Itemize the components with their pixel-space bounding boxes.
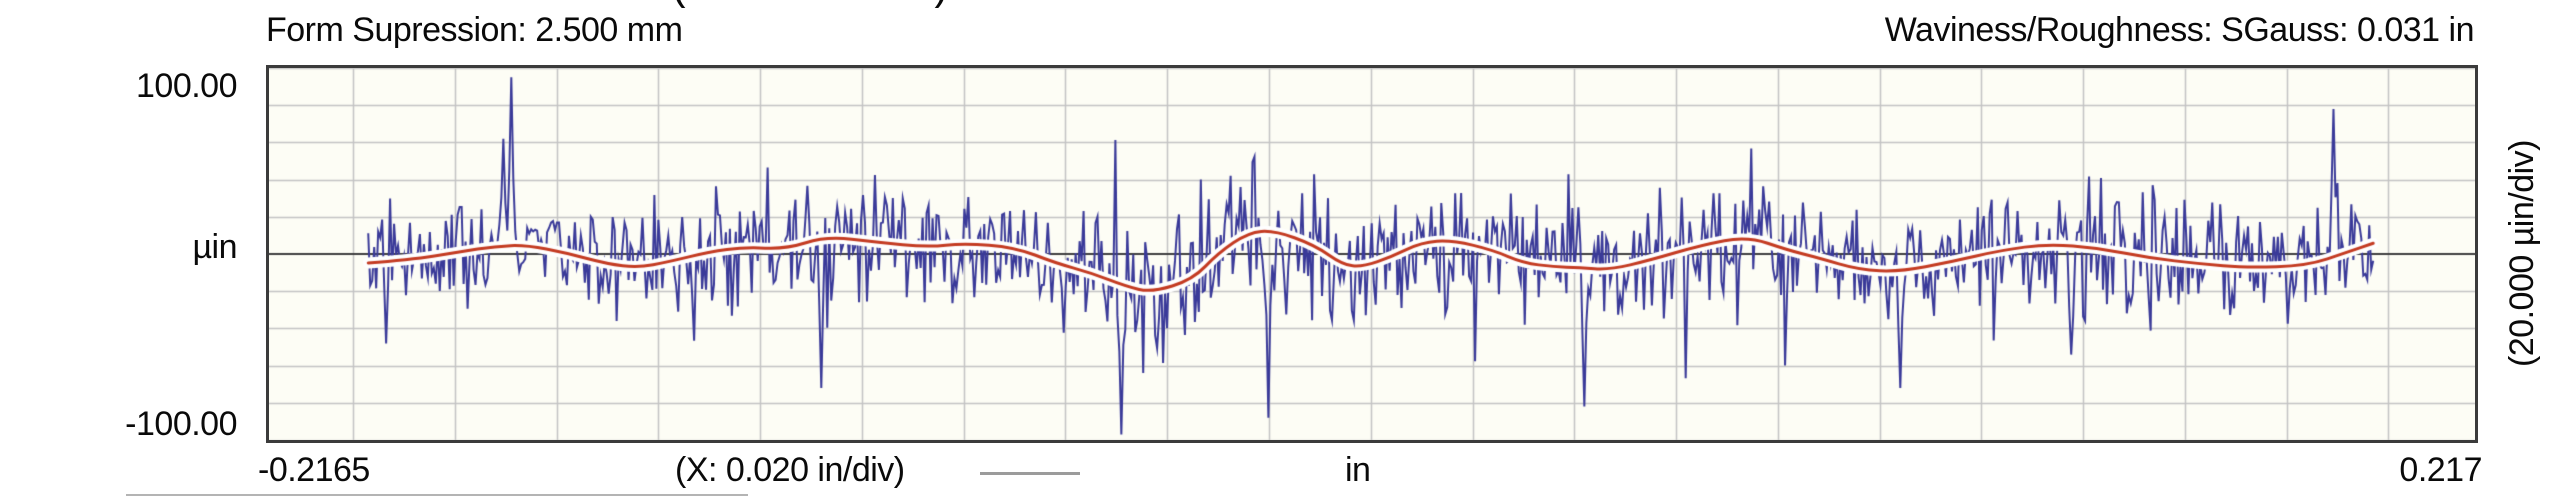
plot-area bbox=[266, 65, 2478, 443]
x-axis-min-label: -0.2165 bbox=[258, 451, 370, 489]
x-axis-unit-label: in bbox=[1345, 451, 1371, 489]
clipped-text-fragment-left: ( bbox=[672, 0, 698, 8]
clipped-text-fragment-right: ) bbox=[934, 0, 960, 8]
paren-left-glyph: ( bbox=[672, 0, 686, 8]
form-suppression-title: Form Supression: 2.500 mm bbox=[266, 11, 683, 49]
x-div-scale-label: (X: 0.020 in/div) bbox=[675, 451, 905, 489]
y-axis-min-label: -100.00 bbox=[125, 405, 237, 443]
waviness-roughness-filter-title: Waviness/Roughness: SGauss: 0.031 in bbox=[1884, 11, 2475, 49]
y-axis-unit-label: µin bbox=[192, 228, 237, 266]
profile-trace-canvas bbox=[269, 68, 2475, 440]
profile-legend-line-sample bbox=[980, 472, 1080, 475]
paren-right-glyph: ) bbox=[934, 0, 948, 8]
bottom-separator-line bbox=[126, 494, 748, 496]
y-div-scale-label: (20.000 µin/div) bbox=[2502, 140, 2541, 368]
x-axis-max-label: 0.217 bbox=[2399, 451, 2482, 489]
y-axis-max-label: 100.00 bbox=[136, 67, 238, 105]
